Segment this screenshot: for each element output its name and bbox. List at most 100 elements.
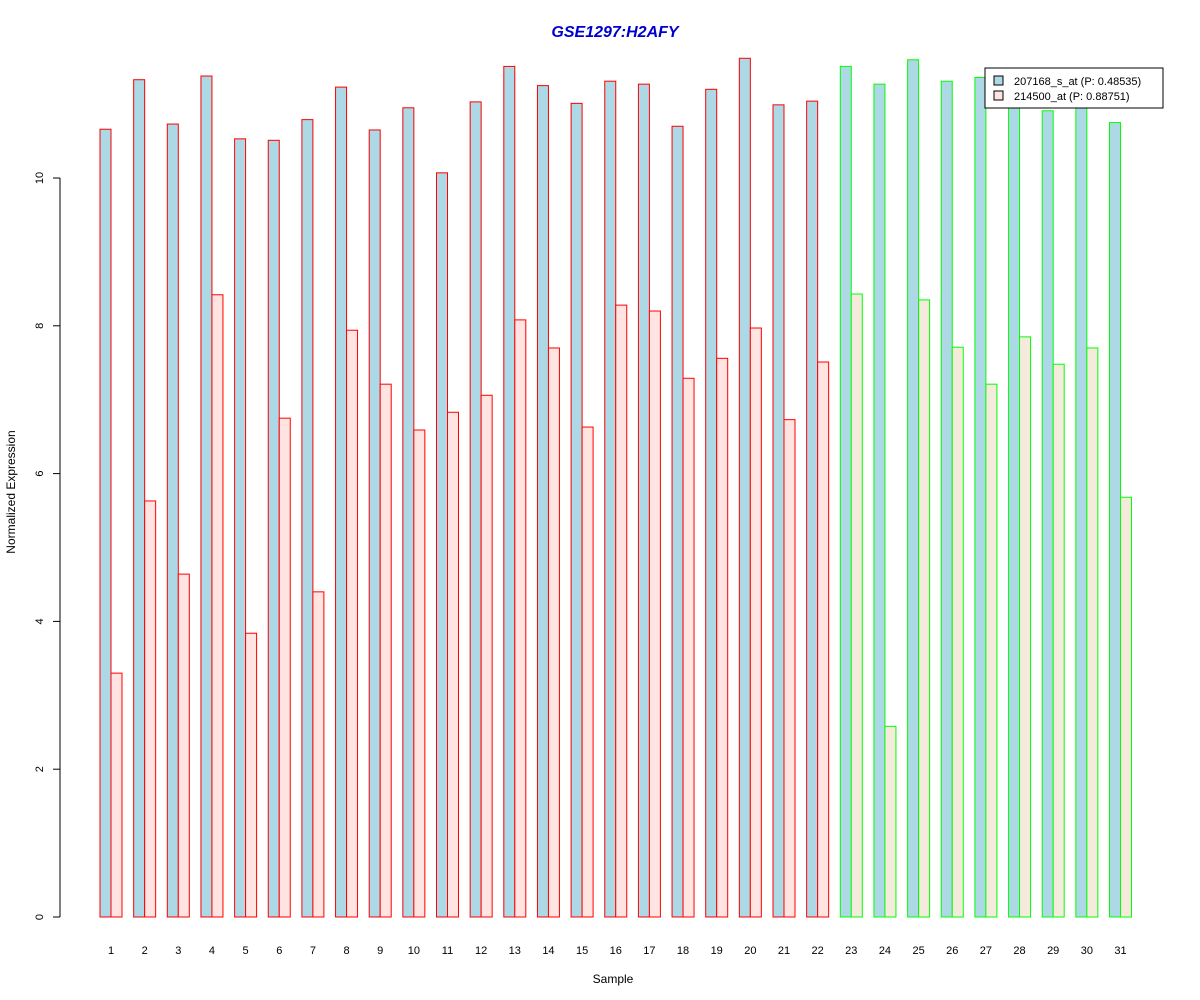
x-tick-label: 8 <box>343 945 349 957</box>
legend-swatch-series-2 <box>993 90 1004 101</box>
bar-series-1-sample-15 <box>570 102 583 918</box>
bar-series-1-sample-19 <box>705 88 718 918</box>
y-tick-label: 0 <box>34 914 46 920</box>
y-axis: 0 2 4 6 8 10 <box>34 172 61 920</box>
bar-series-1-sample-13 <box>503 65 516 918</box>
x-tick-label: 23 <box>845 945 857 957</box>
y-tick-label: 2 <box>34 766 46 772</box>
bar-series-2-sample-14 <box>547 347 560 918</box>
bar-series-2-sample-27 <box>985 383 998 918</box>
legend-label-series-2: 214500_at (P: 0.88751) <box>1014 91 1130 103</box>
x-tick-label: 15 <box>576 945 588 957</box>
bar-series-1-sample-14 <box>536 85 549 918</box>
x-tick-label: 17 <box>643 945 655 957</box>
x-tick-label: 26 <box>946 945 958 957</box>
bar-series-1-sample-16 <box>604 80 617 918</box>
bar-series-1-sample-21 <box>772 104 785 918</box>
bar-series-1-sample-31 <box>1109 122 1121 918</box>
y-axis-label: Normalized Expression <box>4 430 18 553</box>
x-tick-label: 25 <box>912 945 924 957</box>
bar-series-2-sample-4 <box>211 294 224 918</box>
bar-series-1-sample-24 <box>873 83 886 918</box>
bar-series-1-sample-17 <box>637 83 650 918</box>
bar-series-1-sample-7 <box>301 119 314 918</box>
x-tick-label: 12 <box>475 945 487 957</box>
bar-series-1-sample-9 <box>368 129 381 918</box>
bar-series-1-sample-6 <box>267 139 280 918</box>
bar-series-1-sample-1 <box>99 128 112 918</box>
legend-swatch-series-1 <box>993 75 1004 86</box>
x-tick-label: 20 <box>744 945 756 957</box>
legend-label-series-1: 207168_s_at (P: 0.48535) <box>1014 76 1141 88</box>
bar-series-1-sample-29 <box>1041 110 1054 918</box>
bar-series-2-sample-1 <box>110 672 123 918</box>
chart-title: GSE1297:H2AFY <box>551 24 679 41</box>
bar-series-2-sample-18 <box>682 377 695 918</box>
bar-series-2-sample-8 <box>346 329 359 918</box>
bar-series-1-sample-10 <box>402 107 415 918</box>
bar-series-1-sample-27 <box>974 77 987 918</box>
bar-series-1-sample-18 <box>671 125 684 918</box>
x-axis-label: Sample <box>593 972 634 986</box>
legend: 207168_s_at (P: 0.48535) 214500_at (P: 0… <box>984 67 1164 109</box>
x-tick-label: 30 <box>1081 945 1093 957</box>
bar-series-1-sample-22 <box>806 100 819 918</box>
legend-box <box>984 67 1164 109</box>
bar-series-2-sample-31 <box>1120 496 1132 918</box>
bar-series-2-sample-17 <box>648 310 661 918</box>
x-tick-label: 27 <box>980 945 992 957</box>
x-tick-label: 11 <box>442 945 453 957</box>
y-tick-label: 6 <box>34 471 46 477</box>
bar-series-2-sample-6 <box>278 417 291 918</box>
x-tick-label: 29 <box>1047 945 1059 957</box>
bar-series-1-sample-3 <box>166 123 179 918</box>
x-tick-label: 5 <box>243 945 249 957</box>
x-tick-label: 16 <box>610 945 622 957</box>
x-tick-label: 10 <box>408 945 420 957</box>
bar-series-2-sample-9 <box>379 383 392 918</box>
bar-series-2-sample-3 <box>177 573 190 918</box>
x-tick-label: 19 <box>711 945 723 957</box>
bar-series-2-sample-23 <box>850 293 863 918</box>
bar-series-2-sample-12 <box>480 394 493 918</box>
bar-series-2-sample-26 <box>951 346 964 918</box>
x-tick-label: 9 <box>377 945 383 957</box>
x-tick-label: 31 <box>1114 945 1126 957</box>
y-tick-label: 8 <box>34 323 46 329</box>
x-tick-label: 22 <box>812 945 824 957</box>
x-tick-label: 14 <box>542 945 554 957</box>
x-tick-label: 7 <box>310 945 316 957</box>
x-tick-label: 21 <box>778 945 790 957</box>
bar-series-1-sample-20 <box>738 57 751 918</box>
bar-series-2-sample-11 <box>447 411 459 918</box>
x-tick-label: 28 <box>1013 945 1025 957</box>
bar-series-1-sample-26 <box>940 80 953 918</box>
y-tick-label: 4 <box>34 618 46 624</box>
bar-series-1-sample-5 <box>234 138 247 918</box>
x-tick-label: 2 <box>142 945 148 957</box>
bar-series-1-sample-25 <box>907 59 920 918</box>
bar-series-1-sample-8 <box>335 86 348 918</box>
bar-series-2-sample-10 <box>413 429 426 918</box>
bar-series-2-sample-7 <box>312 591 325 918</box>
y-tick-label: 10 <box>34 172 46 184</box>
x-tick-label: 1 <box>108 945 114 957</box>
x-tick-label: 18 <box>677 945 689 957</box>
bar-series-2-sample-16 <box>615 304 628 918</box>
x-tick-label: 4 <box>209 945 215 957</box>
bar-series-2-sample-28 <box>1019 336 1032 918</box>
bar-series-2-sample-21 <box>783 419 796 918</box>
bar-series-2-sample-19 <box>716 357 729 918</box>
bars-group <box>99 57 1132 918</box>
x-tick-label: 6 <box>276 945 282 957</box>
bar-series-1-sample-28 <box>1008 104 1021 918</box>
bar-series-2-sample-22 <box>817 361 830 918</box>
bar-series-2-sample-29 <box>1052 363 1065 918</box>
bar-series-1-sample-4 <box>200 75 213 918</box>
x-axis: 1 2 3 4 5 6 7 8 9 10 11 12 13 14 15 16 17 18 19 20 21 22 23 24 2… <box>108 945 1127 957</box>
bar-series-2-sample-15 <box>581 426 594 918</box>
bar-series-2-sample-13 <box>514 319 527 918</box>
x-tick-label: 13 <box>509 945 521 957</box>
bar-series-2-sample-24 <box>884 725 897 918</box>
